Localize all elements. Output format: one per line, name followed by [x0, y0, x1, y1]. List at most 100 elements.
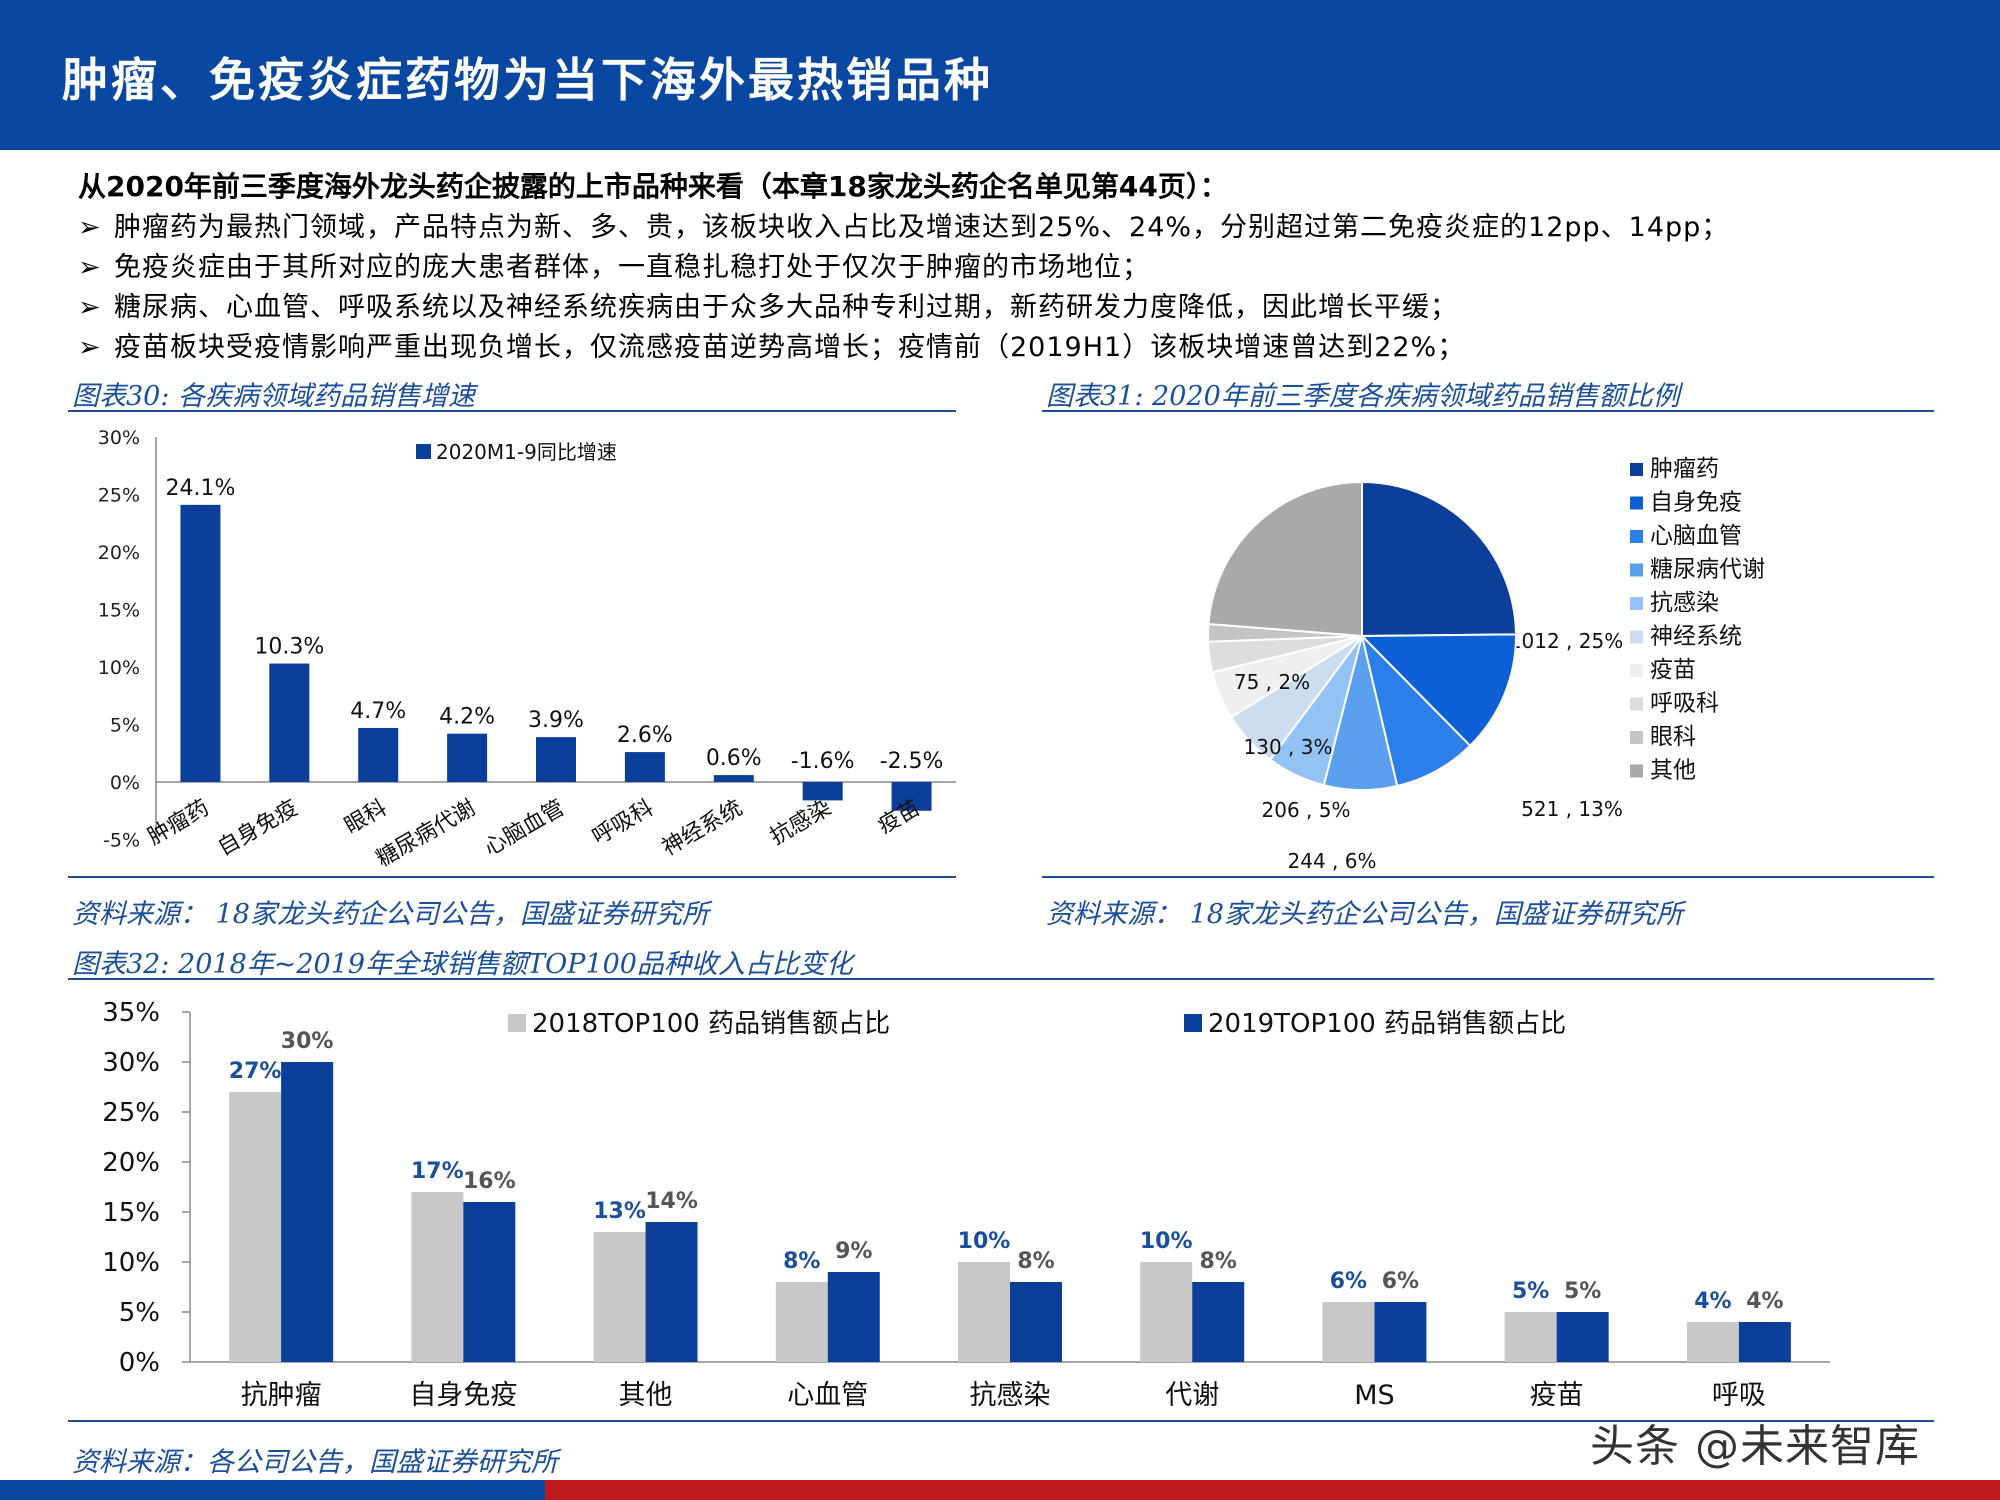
- bar: [1556, 1312, 1609, 1362]
- bullet-text: 免疫炎症由于其所对应的庞大患者群体，一直稳扎稳打处于仅次于肿瘤的市场地位；: [114, 252, 1150, 283]
- x-tick-label: 自身免疫: [214, 796, 303, 862]
- fig30-title-rule: [68, 410, 956, 412]
- bar-data-label: 6%: [1330, 1269, 1367, 1294]
- slice-data-label: 1012 , 25%: [1509, 629, 1623, 653]
- slice-data-label: 244 , 6%: [1288, 849, 1377, 873]
- legend-label: 眼科: [1650, 724, 1696, 750]
- y-tick-label: 25%: [98, 485, 140, 507]
- bar-data-label: 30%: [281, 1029, 334, 1054]
- fig32-chart: 35% 30% 25% 20% 15% 10% 5% 0% 27% 30% 抗肿瘤 17% 16% 自身免…: [102, 998, 1830, 1411]
- legend-swatch: [1630, 597, 1643, 610]
- y-tick-label: 20%: [98, 542, 140, 564]
- bar-data-label: 14%: [645, 1189, 698, 1214]
- bar-data-label: -1.6%: [791, 749, 855, 774]
- y-tick-label: 15%: [98, 600, 140, 622]
- x-tick-label: 代谢: [1165, 1380, 1219, 1411]
- bar-data-label: 4%: [1694, 1289, 1731, 1314]
- x-tick-label: 抗感染: [766, 796, 836, 851]
- bar-data-label: 4.7%: [350, 699, 406, 724]
- bar: [536, 737, 576, 782]
- fig32-title-rule: [68, 978, 1934, 980]
- x-tick-label: 心脑血管: [480, 796, 569, 862]
- bar: [775, 1282, 828, 1362]
- x-tick-label: 肿瘤药: [144, 796, 214, 851]
- bar: [802, 782, 843, 801]
- bar-data-label: 9%: [835, 1239, 872, 1264]
- bullet-item: ➢ 肿瘤药为最热门领域，产品特点为新、多、贵，该板块收入占比及增速达到25%、24…: [78, 205, 1729, 244]
- bar-data-label: 27%: [229, 1059, 282, 1084]
- bar-data-label: 0.6%: [706, 746, 762, 771]
- legend-swatch: [1630, 630, 1643, 644]
- bar: [1192, 1282, 1245, 1362]
- legend-label: 2020M1-9同比增速: [436, 440, 617, 464]
- y-tick-label: 30%: [98, 427, 140, 449]
- bar: [1374, 1302, 1427, 1362]
- x-tick-label: 其他: [619, 1380, 673, 1411]
- legend-label: 抗感染: [1650, 590, 1719, 616]
- slice-data-label: 75 , 2%: [1234, 670, 1310, 694]
- page-title: 肿瘤、免疫炎症药物为当下海外最热销品种: [62, 53, 993, 107]
- bar: [713, 775, 754, 782]
- fig32-source: 资料来源：各公司公告，国盛证券研究所: [72, 1447, 558, 1478]
- x-tick-label: 抗肿瘤: [241, 1380, 322, 1411]
- bullet-arrow-icon: ➢: [78, 332, 102, 363]
- bar-data-label: 24.1%: [165, 476, 235, 501]
- y-tick-label: 5%: [119, 1298, 160, 1328]
- x-tick-label: 眼科: [341, 796, 392, 840]
- bullet-item: ➢ 疫苗板块受疫情影响严重出现负增长，仅流感疫苗逆势高增长；疫情前（2019H1）…: [78, 325, 1465, 364]
- intro-text: 从2020年前三季度海外龙头药企披露的上市品种来看（本章18家龙头药企名单见第4…: [78, 170, 1228, 203]
- legend-swatch: [1630, 697, 1643, 711]
- bullet-arrow-icon: ➢: [78, 292, 102, 323]
- fig30-title: 图表30: 各疾病领域药品销售增速: [72, 381, 476, 412]
- legend-label: 疫苗: [1650, 657, 1696, 683]
- x-tick-label: 心血管: [787, 1380, 868, 1411]
- fig31-title-rule: [1042, 410, 1934, 412]
- bullet-text: 糖尿病、心血管、呼吸系统以及神经系统疾病由于众多大品种专利过期，新药研发力度降低…: [114, 292, 1458, 323]
- fig32-title: 图表32: 2018年~2019年全球销售额TOP100品种收入占比变化: [72, 949, 853, 980]
- pie-slice: [1207, 480, 1363, 638]
- bar: [281, 1062, 334, 1362]
- bar-data-label: 6%: [1382, 1269, 1419, 1294]
- y-tick-label: 30%: [102, 1048, 160, 1078]
- bar: [1322, 1302, 1375, 1362]
- slice-data-label: 521 , 13%: [1521, 797, 1623, 821]
- bar: [1686, 1322, 1739, 1362]
- legend-label: 2018TOP100 药品销售额占比: [532, 1009, 890, 1039]
- x-tick-label: 神经系统: [658, 796, 747, 862]
- fig30-bottom-rule: [68, 876, 956, 878]
- bullet-item: ➢ 免疫炎症由于其所对应的庞大患者群体，一直稳扎稳打处于仅次于肿瘤的市场地位；: [78, 245, 1150, 284]
- bullet-arrow-icon: ➢: [78, 252, 102, 283]
- bar: [624, 752, 665, 782]
- footer-bar-blue: [0, 1480, 545, 1500]
- bar-data-label: 10%: [958, 1229, 1011, 1254]
- bar: [269, 663, 310, 782]
- legend-swatch: [1630, 764, 1643, 778]
- bar-data-label: 16%: [463, 1169, 516, 1194]
- y-tick-label: 0%: [119, 1348, 160, 1378]
- x-tick-label: MS: [1354, 1380, 1394, 1411]
- legend-label: 其他: [1650, 758, 1696, 784]
- bar-data-label: 5%: [1512, 1279, 1549, 1304]
- y-tick-label: 35%: [102, 998, 160, 1028]
- x-tick-label: 呼吸科: [588, 796, 658, 851]
- legend-swatch: [1630, 563, 1643, 577]
- legend-label: 呼吸科: [1650, 691, 1719, 717]
- legend-label: 肿瘤药: [1650, 456, 1719, 482]
- x-tick-label: 糖尿病代谢: [372, 796, 480, 873]
- y-tick-label: 15%: [102, 1198, 160, 1228]
- bullet-text: 肿瘤药为最热门领域，产品特点为新、多、贵，该板块收入占比及增速达到25%、24%…: [114, 212, 1730, 243]
- x-tick-label: 抗感染: [970, 1380, 1051, 1411]
- y-tick-label: 10%: [102, 1248, 160, 1278]
- bar: [1738, 1322, 1791, 1362]
- slice-data-label: 130 , 3%: [1244, 735, 1333, 759]
- legend-swatch: [508, 1014, 526, 1032]
- bar: [827, 1272, 880, 1362]
- fig32-bottom-rule: [68, 1420, 1934, 1422]
- y-tick-label: 20%: [102, 1148, 160, 1178]
- bar: [1140, 1262, 1193, 1362]
- pie-slice: [1361, 480, 1518, 638]
- bar: [447, 733, 488, 782]
- bar: [180, 504, 221, 782]
- fig31-chart: 1012 , 25%521 , 13%355 , 9%312 , 8%252 ,…: [1207, 456, 1765, 873]
- legend-label: 2019TOP100 药品销售额占比: [1208, 1009, 1566, 1039]
